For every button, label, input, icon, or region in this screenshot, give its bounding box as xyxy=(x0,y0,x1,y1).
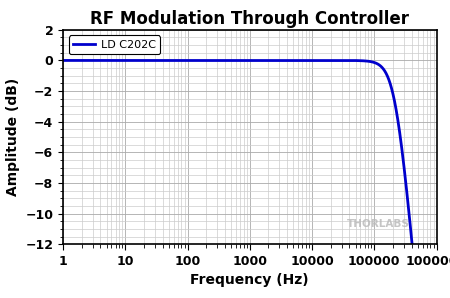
Text: THORLABS: THORLABS xyxy=(347,219,410,229)
Y-axis label: Amplitude (dB): Amplitude (dB) xyxy=(6,78,20,196)
Title: RF Modulation Through Controller: RF Modulation Through Controller xyxy=(90,10,409,28)
Line: LD C202C: LD C202C xyxy=(63,60,436,298)
LD C202C xyxy=(284,59,290,62)
LD C202C xyxy=(203,59,208,62)
LD C202C xyxy=(303,59,309,62)
Legend: LD C202C: LD C202C xyxy=(68,35,160,54)
LD C202C xyxy=(367,60,373,63)
LD C202C xyxy=(339,59,344,62)
X-axis label: Frequency (Hz): Frequency (Hz) xyxy=(190,273,309,287)
LD C202C xyxy=(128,59,134,62)
LD C202C xyxy=(60,59,66,62)
